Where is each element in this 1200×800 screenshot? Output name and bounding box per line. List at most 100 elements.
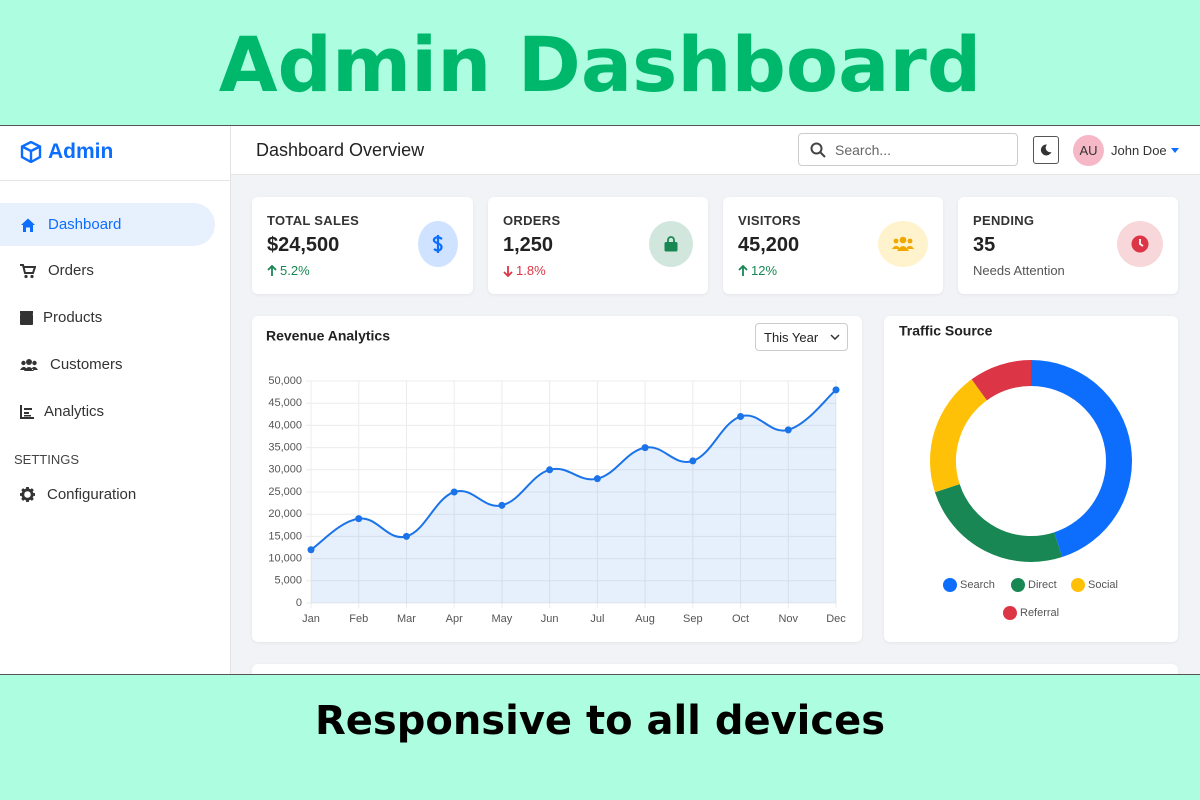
- point: [546, 466, 554, 474]
- banner-subtitle: Responsive to all devices: [314, 698, 886, 744]
- x-tick-label: Jun: [541, 613, 559, 625]
- point: [402, 532, 410, 540]
- x-tick-label: Apr: [446, 613, 463, 625]
- y-tick-label: 30,000: [268, 464, 302, 476]
- legend-swatch: [1071, 578, 1085, 592]
- select-label: This Year: [764, 329, 819, 345]
- chart-title: Traffic Source: [899, 323, 993, 339]
- point: [784, 426, 792, 434]
- icon: [892, 236, 914, 251]
- nav-item[interactable]: Dashboard: [0, 203, 215, 246]
- icon: [664, 236, 678, 252]
- point: [355, 515, 363, 523]
- search-placeholder: Search...: [835, 141, 892, 158]
- nav-label: Dashboard: [48, 216, 122, 233]
- stat-card: PENDING 35 Needs Attention: [958, 197, 1178, 294]
- point: [832, 386, 840, 394]
- x-tick-label: May: [492, 613, 513, 625]
- banner-title: Admin Dashboard: [218, 20, 982, 109]
- y-tick-label: 35,000: [268, 442, 302, 454]
- stat-change: 5.2%: [267, 263, 310, 278]
- stat-value: 45,200: [738, 234, 800, 256]
- stat-label: TOTAL SALES: [267, 213, 360, 228]
- y-tick-label: 40,000: [268, 419, 302, 431]
- trend-arrow: [267, 264, 277, 276]
- nav-item[interactable]: Analytics: [0, 390, 215, 433]
- icon: [810, 142, 826, 158]
- user-name: John Doe: [1111, 143, 1167, 158]
- period-select[interactable]: This Year: [755, 323, 848, 351]
- stat-card: TOTAL SALES $24,500 5.2%: [252, 197, 473, 294]
- x-tick-label: Oct: [732, 613, 749, 625]
- stat-card: ORDERS 1,250 1.8%: [488, 197, 708, 294]
- y-tick-label: 15,000: [268, 530, 302, 542]
- icon: [1040, 144, 1052, 156]
- theme-toggle[interactable]: [1033, 136, 1059, 164]
- nav-label: Products: [43, 309, 103, 326]
- trend-arrow: [738, 264, 748, 276]
- app-window: Admin Dashboard Orders Products Customer…: [0, 125, 1200, 675]
- y-tick-label: 10,000: [268, 553, 302, 565]
- brand[interactable]: Admin: [20, 140, 113, 164]
- stat-label: PENDING: [973, 213, 1035, 228]
- table-card: [252, 664, 1178, 674]
- x-tick-label: Aug: [635, 613, 655, 625]
- legend-swatch: [1003, 606, 1017, 620]
- stat-card: VISITORS 45,200 12%: [723, 197, 943, 294]
- avatar[interactable]: AU: [1073, 135, 1104, 166]
- revenue-card: Revenue Analytics 0 5,000 10,000 15,000 20,0…: [252, 316, 862, 642]
- legend-swatch: [943, 578, 957, 592]
- legend-swatch: [1011, 578, 1025, 592]
- point: [307, 546, 315, 554]
- traffic-card: Traffic Source Search Direct Social Referra…: [884, 316, 1178, 642]
- x-tick-label: Dec: [826, 613, 846, 625]
- traffic-chart: Traffic Source Search Direct Social Referra…: [899, 323, 1132, 620]
- donut-segment: [1030, 360, 1132, 558]
- nav-item[interactable]: Orders: [0, 249, 215, 292]
- stat-value: 1,250: [503, 234, 554, 256]
- y-tick-label: 45,000: [268, 397, 302, 409]
- chart-title: Revenue Analytics: [266, 328, 390, 344]
- nav-label: Analytics: [44, 403, 105, 420]
- stat-label: ORDERS: [503, 213, 561, 228]
- x-tick-label: Jul: [590, 613, 604, 625]
- y-tick-label: 25,000: [268, 486, 302, 498]
- nav-item[interactable]: Customers: [0, 343, 215, 386]
- stat-icon: [1117, 221, 1163, 267]
- change-text: 5.2%: [280, 263, 310, 278]
- point: [689, 457, 697, 465]
- trend-arrow: [503, 265, 513, 277]
- stat-value: 35: [973, 234, 996, 256]
- divider: [0, 180, 231, 181]
- donut-segment: [971, 360, 1032, 401]
- stat-icon: [878, 221, 928, 267]
- brand-name: Admin: [48, 140, 114, 163]
- nav-label: Orders: [48, 262, 94, 279]
- legend-label: Search: [960, 579, 995, 591]
- x-tick-label: Feb: [349, 613, 368, 625]
- stat-icon: [649, 221, 693, 267]
- legend-label: Referral: [1020, 607, 1059, 619]
- icon: [20, 358, 38, 371]
- search-box[interactable]: Search...: [798, 133, 1018, 166]
- nav-item[interactable]: Products: [0, 296, 215, 339]
- icon: [20, 404, 34, 419]
- icon: [830, 334, 840, 340]
- icon: [1131, 235, 1149, 253]
- point: [737, 413, 745, 421]
- donut-segment: [930, 379, 988, 493]
- x-tick-label: Jan: [302, 613, 320, 625]
- nav-item[interactable]: Configuration: [0, 473, 215, 516]
- icon: [21, 218, 35, 232]
- point: [641, 444, 649, 452]
- y-tick-label: 0: [296, 597, 302, 609]
- point: [498, 501, 506, 509]
- y-tick-label: 20,000: [268, 508, 302, 520]
- topbar: Dashboard Overview Search... AU John Doe: [231, 126, 1200, 175]
- page-title: Dashboard Overview: [256, 140, 425, 160]
- revenue-chart: Revenue Analytics 0 5,000 10,000 15,000 20,0…: [266, 328, 846, 625]
- user-menu[interactable]: John Doe: [1111, 143, 1179, 158]
- change-text: 1.8%: [516, 263, 546, 278]
- donut-segment: [934, 483, 1063, 562]
